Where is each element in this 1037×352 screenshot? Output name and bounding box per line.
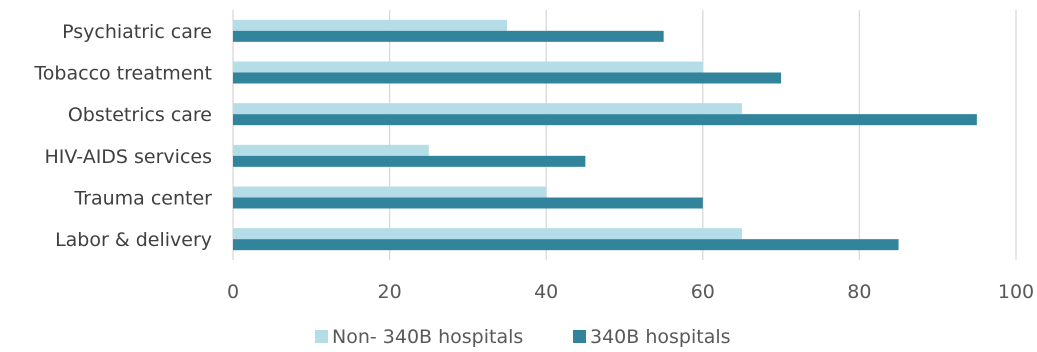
x-tick-label: 80	[847, 281, 871, 303]
category-label: Psychiatric care	[62, 21, 212, 43]
340b-bar	[233, 30, 664, 42]
category-label: Tobacco treatment	[33, 63, 212, 85]
340b-bar	[233, 239, 899, 251]
gridlines	[232, 10, 1017, 260]
legend-label: 340B hospitals	[590, 326, 731, 348]
x-axis-tick-labels: 0 20 40 60 80 100	[227, 281, 1034, 303]
category-label: Labor & delivery	[55, 229, 212, 251]
340b-bar	[233, 155, 586, 167]
legend-swatch	[573, 330, 586, 343]
non-340b-bar	[233, 61, 703, 73]
non-340b-bar	[233, 228, 742, 240]
340b-bar	[233, 114, 977, 126]
340b-bar	[233, 72, 782, 84]
340b-bar	[233, 197, 703, 209]
legend: Non- 340B hospitals 340B hospitals	[315, 326, 731, 348]
non-340b-bar	[233, 144, 429, 156]
x-tick-label: 0	[227, 281, 239, 303]
category-labels: Psychiatric care Tobacco treatment Obstetr…	[33, 21, 212, 251]
x-tick-label: 20	[378, 281, 402, 303]
non-340b-bar	[233, 186, 547, 198]
legend-label: Non- 340B hospitals	[332, 326, 523, 348]
legend-swatch	[315, 330, 328, 343]
x-tick-label: 100	[998, 281, 1034, 303]
x-tick-label: 60	[691, 281, 715, 303]
x-tick-label: 40	[534, 281, 558, 303]
non-340b-bar	[233, 19, 508, 31]
category-label: HIV-AIDS services	[44, 146, 212, 168]
non-340b-bar	[233, 103, 742, 115]
category-label: Trauma center	[73, 188, 212, 210]
bars	[233, 19, 977, 251]
category-label: Obstetrics care	[68, 104, 212, 126]
